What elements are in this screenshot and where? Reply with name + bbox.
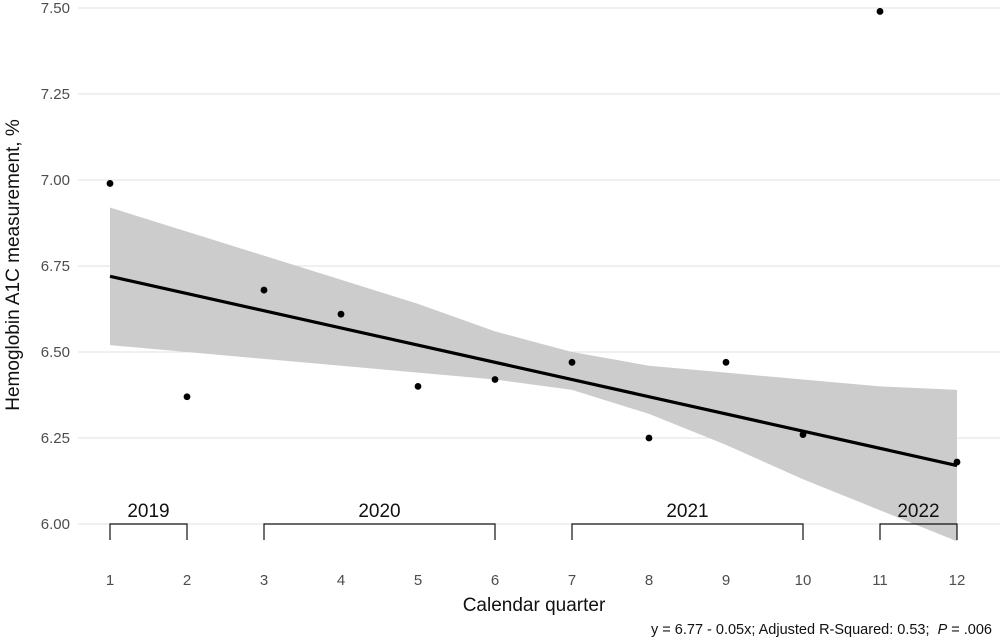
x-tick-label: 2 xyxy=(183,572,191,589)
y-tick-label: 7.25 xyxy=(41,86,70,103)
year-label: 2021 xyxy=(666,501,708,522)
y-tick-label: 6.50 xyxy=(41,344,70,361)
x-axis-title: Calendar quarter xyxy=(463,595,606,616)
year-bracket xyxy=(571,523,804,540)
year-label: 2019 xyxy=(127,501,169,522)
data-point xyxy=(337,310,345,318)
year-label: 2022 xyxy=(897,501,939,522)
y-tick-label: 7.00 xyxy=(41,172,70,189)
p-value: = .006 xyxy=(947,622,992,638)
x-tick-label: 12 xyxy=(949,572,966,589)
y-tick-label: 6.75 xyxy=(41,258,70,275)
data-point xyxy=(645,434,653,442)
regression-caption: y = 6.77 - 0.05x; Adjusted R-Squared: 0.… xyxy=(651,622,992,638)
x-tick-label: 1 xyxy=(106,572,114,589)
x-tick-label: 3 xyxy=(260,572,268,589)
p-symbol: P xyxy=(937,622,948,638)
data-point xyxy=(876,8,884,15)
data-point xyxy=(491,376,499,383)
y-axis-title: Hemoglobin A1C measurement, % xyxy=(3,119,24,411)
x-tick-label: 6 xyxy=(491,572,499,589)
x-tick-label: 4 xyxy=(337,572,345,589)
data-point xyxy=(568,358,576,366)
x-tick-label: 8 xyxy=(645,572,653,589)
data-point xyxy=(106,180,114,187)
data-point xyxy=(183,393,191,401)
data-point xyxy=(799,431,807,438)
x-axis-ticks: 1 2 3 4 5 6 7 8 9 10 11 12 xyxy=(106,572,966,589)
data-point xyxy=(722,358,730,366)
data-point xyxy=(953,458,961,466)
data-point xyxy=(414,383,422,390)
x-tick-label: 5 xyxy=(414,572,422,589)
x-tick-label: 10 xyxy=(795,572,812,589)
y-axis-ticks: 6.00 6.25 6.50 6.75 7.00 7.25 7.50 xyxy=(41,0,70,533)
year-bracket xyxy=(879,523,958,540)
confidence-band-group xyxy=(110,207,957,542)
y-tick-label: 6.25 xyxy=(41,430,70,447)
y-tick-label: 7.50 xyxy=(41,0,70,17)
y-tick-label: 6.00 xyxy=(41,516,70,533)
regression-line xyxy=(109,274,958,468)
year-label: 2020 xyxy=(358,501,400,522)
x-tick-label: 11 xyxy=(872,572,888,589)
data-points xyxy=(106,8,961,466)
year-bracket xyxy=(109,523,188,540)
confidence-band xyxy=(110,207,957,542)
x-tick-label: 7 xyxy=(568,572,576,589)
year-bracket xyxy=(263,523,496,540)
year-brackets: 2019 2020 2021 2022 xyxy=(109,501,958,540)
x-tick-label: 9 xyxy=(722,572,730,589)
regression-equation: y = 6.77 - 0.05x; Adjusted R-Squared: 0.… xyxy=(651,622,930,638)
data-point xyxy=(260,286,268,294)
regression-line-group xyxy=(109,274,958,468)
